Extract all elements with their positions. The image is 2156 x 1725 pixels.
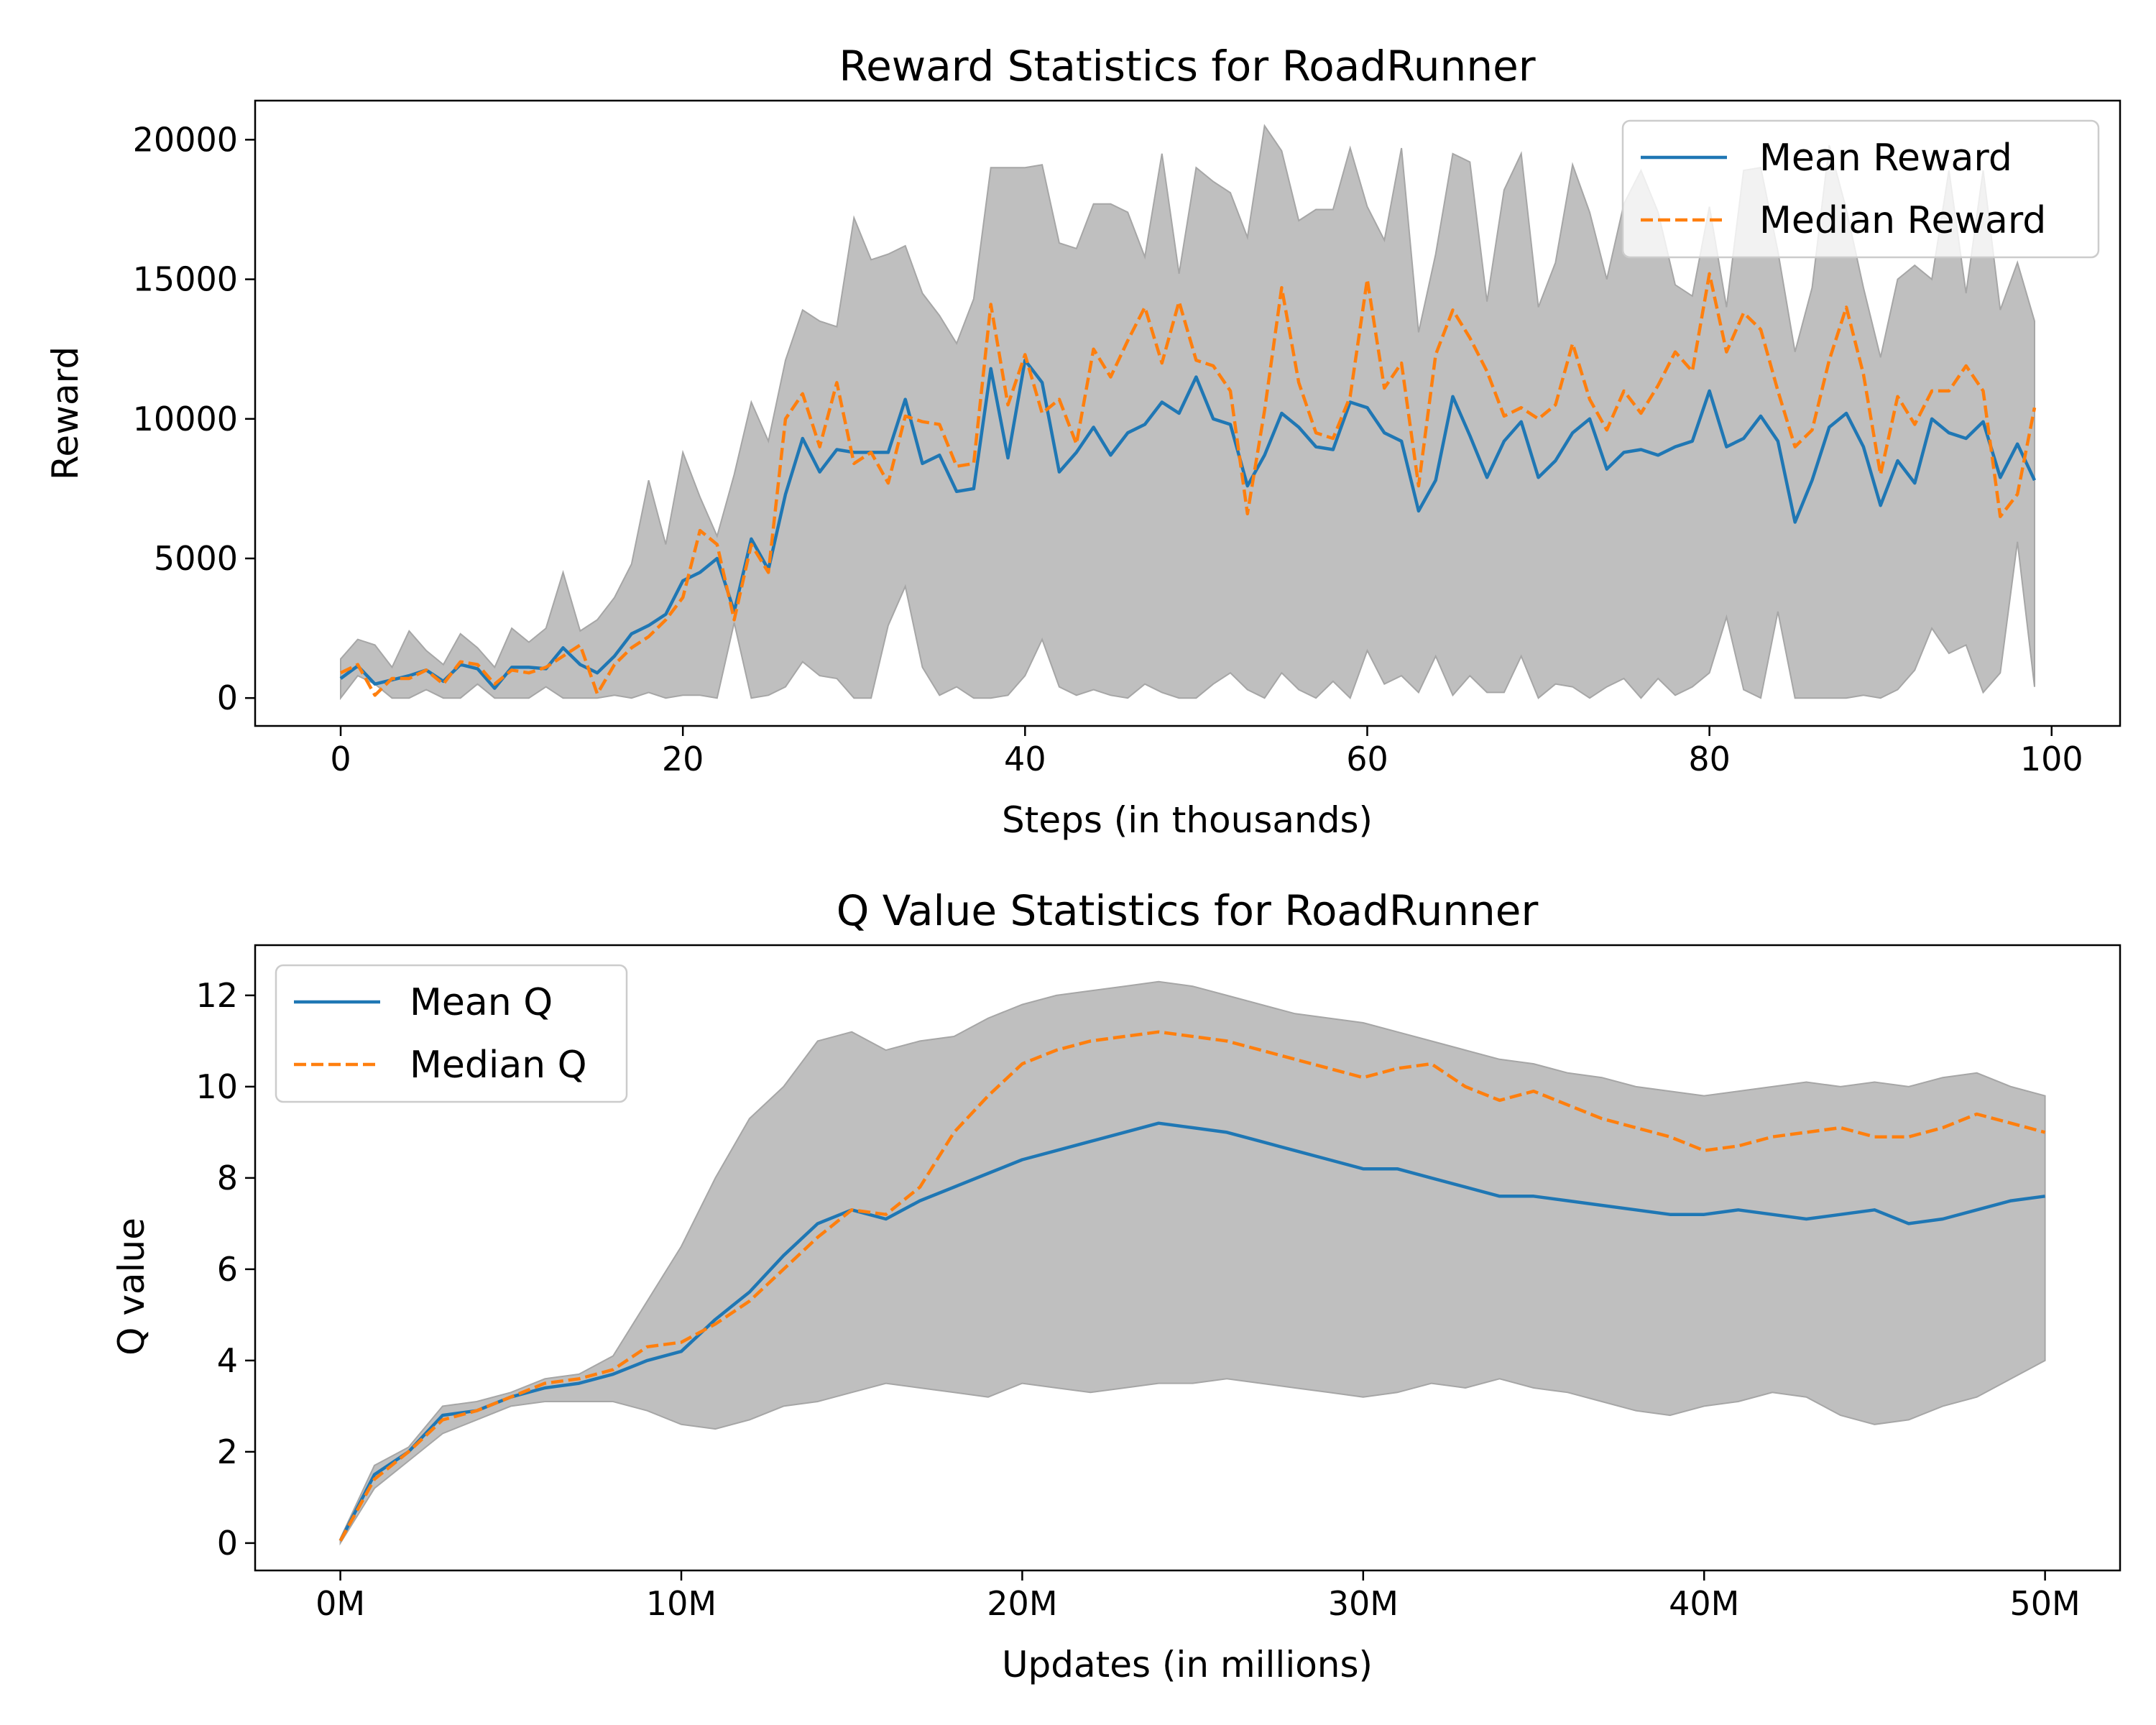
reward-min-max-band	[340, 124, 2035, 701]
reward-legend-box	[1621, 119, 2100, 259]
reward-axes-frame	[254, 99, 2122, 727]
reward-x-axis-label: Steps (in thousands)	[1002, 799, 1373, 841]
reward-y-tick-label: 20000	[133, 120, 238, 159]
legend-mean-reward-label: Mean Reward	[1759, 137, 2012, 180]
reward-y-tick-label: 0	[217, 678, 238, 717]
q-mean-line	[338, 1121, 2045, 1542]
q-y-tick-label: 4	[217, 1341, 238, 1380]
q-axes-frame	[254, 944, 2122, 1572]
q-x-tick-label: 0M	[315, 1584, 365, 1623]
reward-legend: Mean Reward Median Reward	[1621, 119, 2100, 259]
q-x-tick-label: 20M	[987, 1584, 1057, 1623]
q-x-axis-label: Updates (in millions)	[1002, 1644, 1373, 1685]
q-median-line	[338, 1030, 2046, 1542]
q-y-tick-label: 2	[217, 1432, 238, 1471]
reward-mean-line	[339, 358, 2037, 690]
q-legend: Mean Q Median Q	[275, 964, 628, 1103]
legend-median-q-label: Median Q	[410, 1044, 587, 1087]
reward-x-tick-label: 100	[2020, 740, 2083, 778]
reward-panel: 0 20 40 60 80 100 0 5000 10000 15000 20000 Reward…	[45, 42, 2122, 841]
reward-x-tick-label: 20	[662, 740, 704, 778]
q-x-tick-label: 50M	[2010, 1584, 2081, 1623]
q-y-tick-label: 8	[217, 1159, 238, 1197]
reward-median-line	[340, 272, 2037, 697]
q-y-tick-label: 6	[217, 1250, 238, 1289]
reward-x-tick-label: 80	[1688, 740, 1731, 778]
q-y-tick-label: 0	[217, 1524, 238, 1563]
q-y-tick-label: 12	[195, 976, 238, 1015]
reward-x-tick-label: 0	[330, 740, 351, 778]
q-legend-box	[275, 964, 628, 1103]
reward-x-tick-label: 40	[1004, 740, 1046, 778]
reward-y-tick-label: 10000	[133, 400, 238, 438]
reward-y-tick-label: 5000	[154, 539, 238, 578]
q-value-panel: 0M 10M 20M 30M 40M 50M 0 2 4 6 8 10 12 Q Value Stat…	[111, 886, 2122, 1685]
legend-median-reward-label: Median Reward	[1759, 199, 2046, 242]
q-x-tick-label: 10M	[646, 1584, 717, 1623]
q-y-axis-label: Q value	[111, 1218, 152, 1356]
q-chart-title: Q Value Statistics for RoadRunner	[837, 886, 1539, 935]
q-x-tick-label: 30M	[1328, 1584, 1399, 1623]
legend-mean-q-label: Mean Q	[410, 981, 553, 1024]
reward-y-tick-label: 15000	[133, 260, 238, 299]
reward-y-axis-label: Reward	[45, 346, 86, 480]
reward-x-tick-label: 60	[1346, 740, 1388, 778]
reward-chart-title: Reward Statistics for RoadRunner	[839, 42, 1535, 91]
q-x-tick-label: 40M	[1669, 1584, 1739, 1623]
q-y-tick-label: 10	[195, 1067, 238, 1106]
